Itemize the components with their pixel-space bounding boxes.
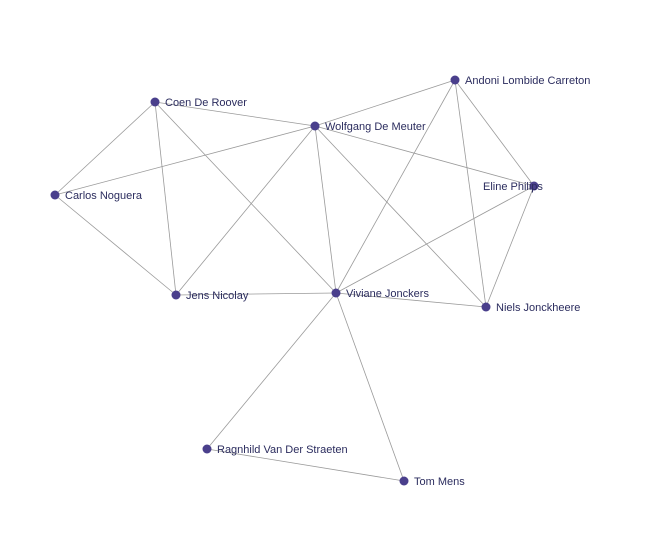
node-jens[interactable] (171, 290, 181, 300)
edge-eline-viviane (335, 185, 535, 294)
edge-coen-carlos (54, 101, 156, 196)
edge-coen-viviane (154, 101, 337, 294)
edge-wolfgang-niels (314, 125, 487, 308)
node-label-eline: Eline Philips (483, 181, 543, 193)
node-label-niels: Niels Jonckheere (496, 302, 580, 314)
nodes-layer (50, 75, 539, 486)
node-tom[interactable] (399, 476, 409, 486)
edge-wolfgang-carlos (54, 125, 316, 196)
edge-coen-wolfgang (154, 101, 316, 127)
edge-carlos-jens (54, 194, 177, 296)
node-carlos[interactable] (50, 190, 60, 200)
edge-andoni-eline (454, 79, 535, 187)
edges-layer (54, 79, 535, 482)
edge-eline-niels (485, 185, 535, 308)
node-ragnhild[interactable] (202, 444, 212, 454)
edge-andoni-niels (454, 79, 487, 308)
node-label-tom: Tom Mens (414, 476, 465, 488)
edge-wolfgang-eline (314, 125, 535, 187)
edge-viviane-niels (335, 292, 487, 308)
node-label-carlos: Carlos Noguera (65, 190, 143, 202)
node-viviane[interactable] (331, 288, 341, 298)
edge-wolfgang-viviane (314, 125, 337, 294)
node-label-coen: Coen De Roover (165, 97, 247, 109)
node-niels[interactable] (481, 302, 491, 312)
node-wolfgang[interactable] (310, 121, 320, 131)
edge-viviane-ragnhild (206, 292, 337, 450)
node-coen[interactable] (150, 97, 160, 107)
edge-ragnhild-tom (206, 448, 405, 482)
node-andoni[interactable] (450, 75, 460, 85)
edge-wolfgang-jens (175, 125, 316, 296)
node-eline[interactable] (529, 181, 539, 191)
node-label-andoni: Andoni Lombide Carreton (465, 75, 590, 87)
edge-andoni-viviane (335, 79, 456, 294)
edge-jens-viviane (175, 292, 337, 296)
labels-layer: Coen De Roover Wolfgang De Meuter Andoni L… (65, 75, 590, 488)
edge-coen-jens (154, 101, 177, 296)
node-label-viviane: Viviane Jonckers (346, 288, 429, 300)
node-label-ragnhild: Ragnhild Van Der Straeten (217, 444, 348, 456)
edge-wolfgang-andoni (314, 79, 456, 127)
edge-viviane-tom (335, 292, 405, 482)
node-label-wolfgang: Wolfgang De Meuter (325, 121, 426, 133)
node-label-jens: Jens Nicolay (186, 290, 249, 302)
